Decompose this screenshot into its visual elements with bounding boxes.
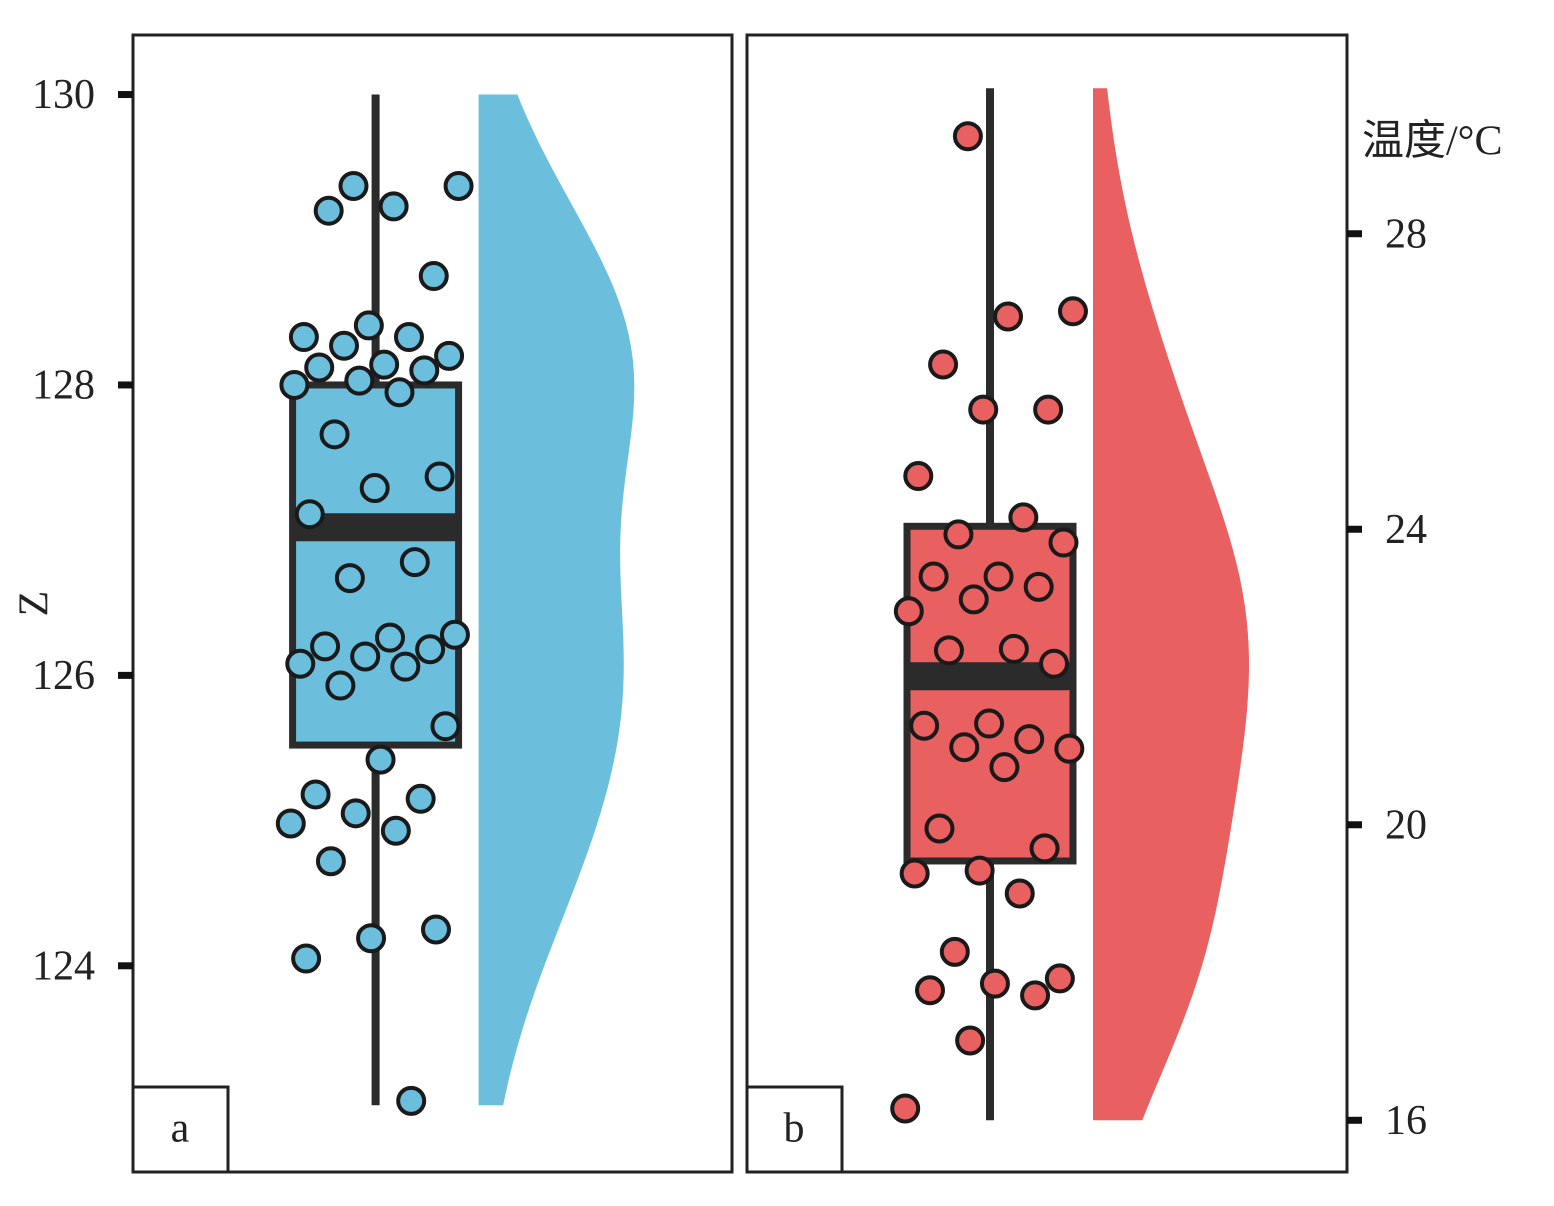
data-point bbox=[439, 619, 470, 650]
panel-frame bbox=[131, 33, 734, 1174]
y-tick-label: 130 bbox=[32, 72, 95, 118]
data-point bbox=[1057, 296, 1088, 327]
data-point bbox=[315, 846, 346, 877]
panel-label: a bbox=[171, 1106, 190, 1152]
data-point bbox=[939, 936, 970, 967]
y-tick-label: 24 bbox=[1385, 507, 1427, 553]
y-tick-label: 124 bbox=[32, 943, 95, 989]
data-point bbox=[325, 670, 356, 701]
data-point bbox=[319, 419, 350, 450]
data-point bbox=[430, 711, 461, 742]
data-point bbox=[434, 340, 465, 371]
data-point bbox=[974, 708, 1005, 739]
data-point bbox=[893, 596, 924, 627]
data-point bbox=[405, 783, 436, 814]
data-point bbox=[943, 519, 974, 550]
data-point bbox=[952, 121, 983, 152]
data-point bbox=[378, 191, 409, 222]
data-point bbox=[949, 732, 980, 763]
y-tick-label: 28 bbox=[1385, 211, 1427, 257]
y-tick-label: 126 bbox=[32, 653, 95, 699]
data-point bbox=[288, 322, 319, 353]
data-point bbox=[983, 561, 1014, 592]
data-point bbox=[424, 461, 455, 492]
data-point bbox=[909, 710, 940, 741]
data-point bbox=[958, 584, 989, 615]
data-point bbox=[989, 752, 1020, 783]
data-point bbox=[928, 349, 959, 380]
data-point bbox=[365, 744, 396, 775]
y-tick-label: 128 bbox=[32, 363, 95, 409]
data-point bbox=[329, 330, 360, 361]
density bbox=[1093, 88, 1249, 1121]
data-point bbox=[313, 195, 344, 226]
data-point bbox=[384, 377, 415, 408]
data-point bbox=[993, 301, 1024, 332]
data-point bbox=[968, 394, 999, 425]
data-point bbox=[915, 975, 946, 1006]
data-point bbox=[344, 365, 375, 396]
data-point bbox=[918, 561, 949, 592]
data-point bbox=[1023, 571, 1054, 602]
panel-frame bbox=[745, 33, 1349, 1174]
data-point bbox=[300, 779, 331, 810]
box bbox=[289, 381, 463, 749]
data-point bbox=[393, 322, 424, 353]
data-point bbox=[1039, 648, 1070, 679]
data-point bbox=[979, 968, 1010, 999]
data-point bbox=[338, 171, 369, 202]
data-point bbox=[353, 310, 384, 341]
y-tick-label: 16 bbox=[1385, 1098, 1427, 1144]
data-point bbox=[415, 634, 446, 665]
data-point bbox=[350, 641, 381, 672]
data-point bbox=[890, 1093, 921, 1124]
data-point bbox=[279, 369, 310, 400]
data-point bbox=[359, 473, 390, 504]
data-point bbox=[390, 651, 421, 682]
data-point bbox=[304, 352, 335, 383]
data-point bbox=[334, 563, 365, 594]
data-point bbox=[899, 858, 930, 889]
data-point bbox=[356, 923, 387, 954]
density bbox=[478, 94, 635, 1106]
y-axis-label: Z bbox=[12, 591, 58, 617]
data-point bbox=[998, 633, 1029, 664]
data-point bbox=[1033, 394, 1064, 425]
data-point bbox=[291, 943, 322, 974]
data-point bbox=[1048, 527, 1079, 558]
data-point bbox=[1044, 963, 1075, 994]
data-point bbox=[294, 499, 325, 530]
data-point bbox=[380, 815, 411, 846]
panel-label: b bbox=[784, 1106, 805, 1152]
data-point bbox=[1008, 502, 1039, 533]
data-point bbox=[443, 171, 474, 202]
data-point bbox=[903, 461, 934, 492]
data-point bbox=[955, 1025, 986, 1056]
data-point bbox=[964, 855, 995, 886]
data-point bbox=[340, 798, 371, 829]
data-point bbox=[1020, 980, 1051, 1011]
data-point bbox=[375, 622, 406, 653]
data-point bbox=[409, 355, 440, 386]
data-point bbox=[420, 914, 451, 945]
data-point bbox=[933, 635, 964, 666]
panel-label-box bbox=[131, 1085, 230, 1174]
data-point bbox=[1054, 733, 1085, 764]
data-point bbox=[1029, 833, 1060, 864]
y-axis-label: 温度/°C bbox=[1362, 119, 1502, 165]
y-tick-label: 20 bbox=[1385, 802, 1427, 848]
data-point bbox=[1014, 724, 1045, 755]
data-point bbox=[399, 547, 430, 578]
data-point bbox=[418, 261, 449, 292]
data-point bbox=[396, 1085, 427, 1116]
data-point bbox=[310, 631, 341, 662]
panel-label-box bbox=[745, 1085, 844, 1174]
data-point bbox=[275, 808, 306, 839]
data-point bbox=[369, 349, 400, 380]
data-point bbox=[1004, 878, 1035, 909]
data-point bbox=[924, 813, 955, 844]
data-point bbox=[285, 648, 316, 679]
